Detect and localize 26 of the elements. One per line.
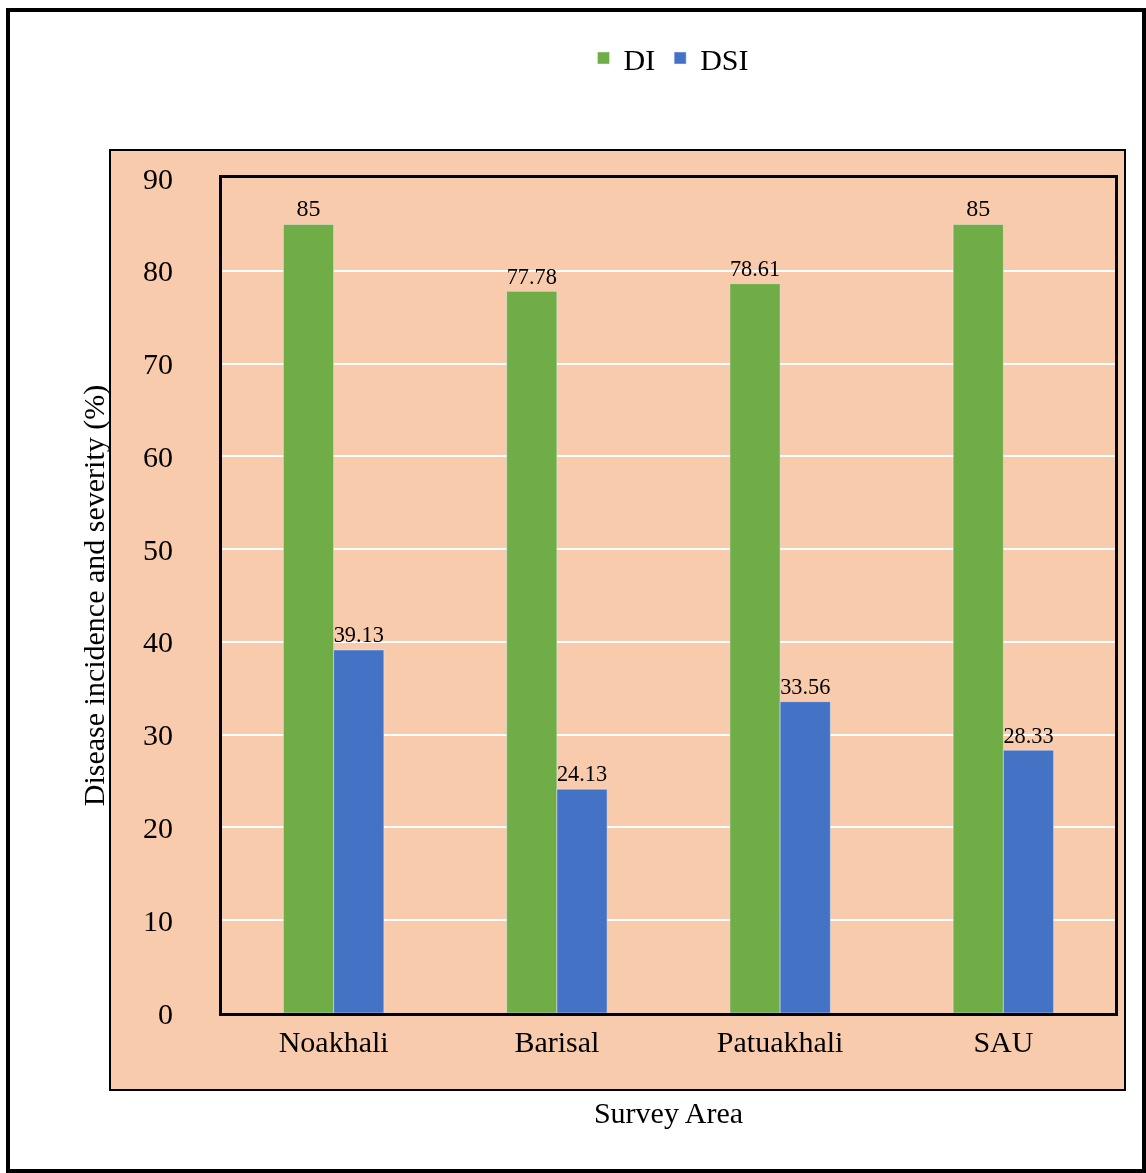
data-label: 85 (966, 195, 991, 222)
y-tick-label: 30 (143, 718, 173, 752)
data-label: 78.61 (729, 256, 781, 282)
legend-label: DI (623, 42, 656, 76)
data-label: 28.33 (1003, 722, 1054, 748)
y-tick-label: 20 (143, 810, 173, 844)
y-tick-label: 0 (158, 996, 173, 1030)
y-tick-label: 40 (143, 625, 173, 659)
data-label: 39.13 (333, 622, 384, 648)
data-label: 33.56 (780, 673, 831, 699)
x-tick-label: SAU (973, 1025, 1034, 1058)
x-tick-label: Noakhali (278, 1025, 389, 1058)
data-label: 77.78 (506, 263, 557, 289)
x-tick-label: Barisal (514, 1025, 600, 1058)
x-axis-title: Survey Area (593, 1095, 744, 1129)
legend-label: DSI (700, 42, 749, 76)
y-tick-label: 50 (143, 532, 173, 566)
y-tick-label: 80 (143, 254, 173, 288)
y-tick-label: 70 (143, 347, 173, 381)
y-axis-title: Disease incidence and severity (%) (77, 384, 111, 807)
y-tick-label: 10 (143, 903, 173, 937)
y-tick-label: 60 (143, 439, 173, 473)
x-tick-label: Patuakhali (716, 1025, 844, 1058)
data-label: 85 (296, 195, 321, 222)
data-label: 24.13 (556, 761, 608, 787)
y-tick-label: 90 (143, 161, 173, 195)
